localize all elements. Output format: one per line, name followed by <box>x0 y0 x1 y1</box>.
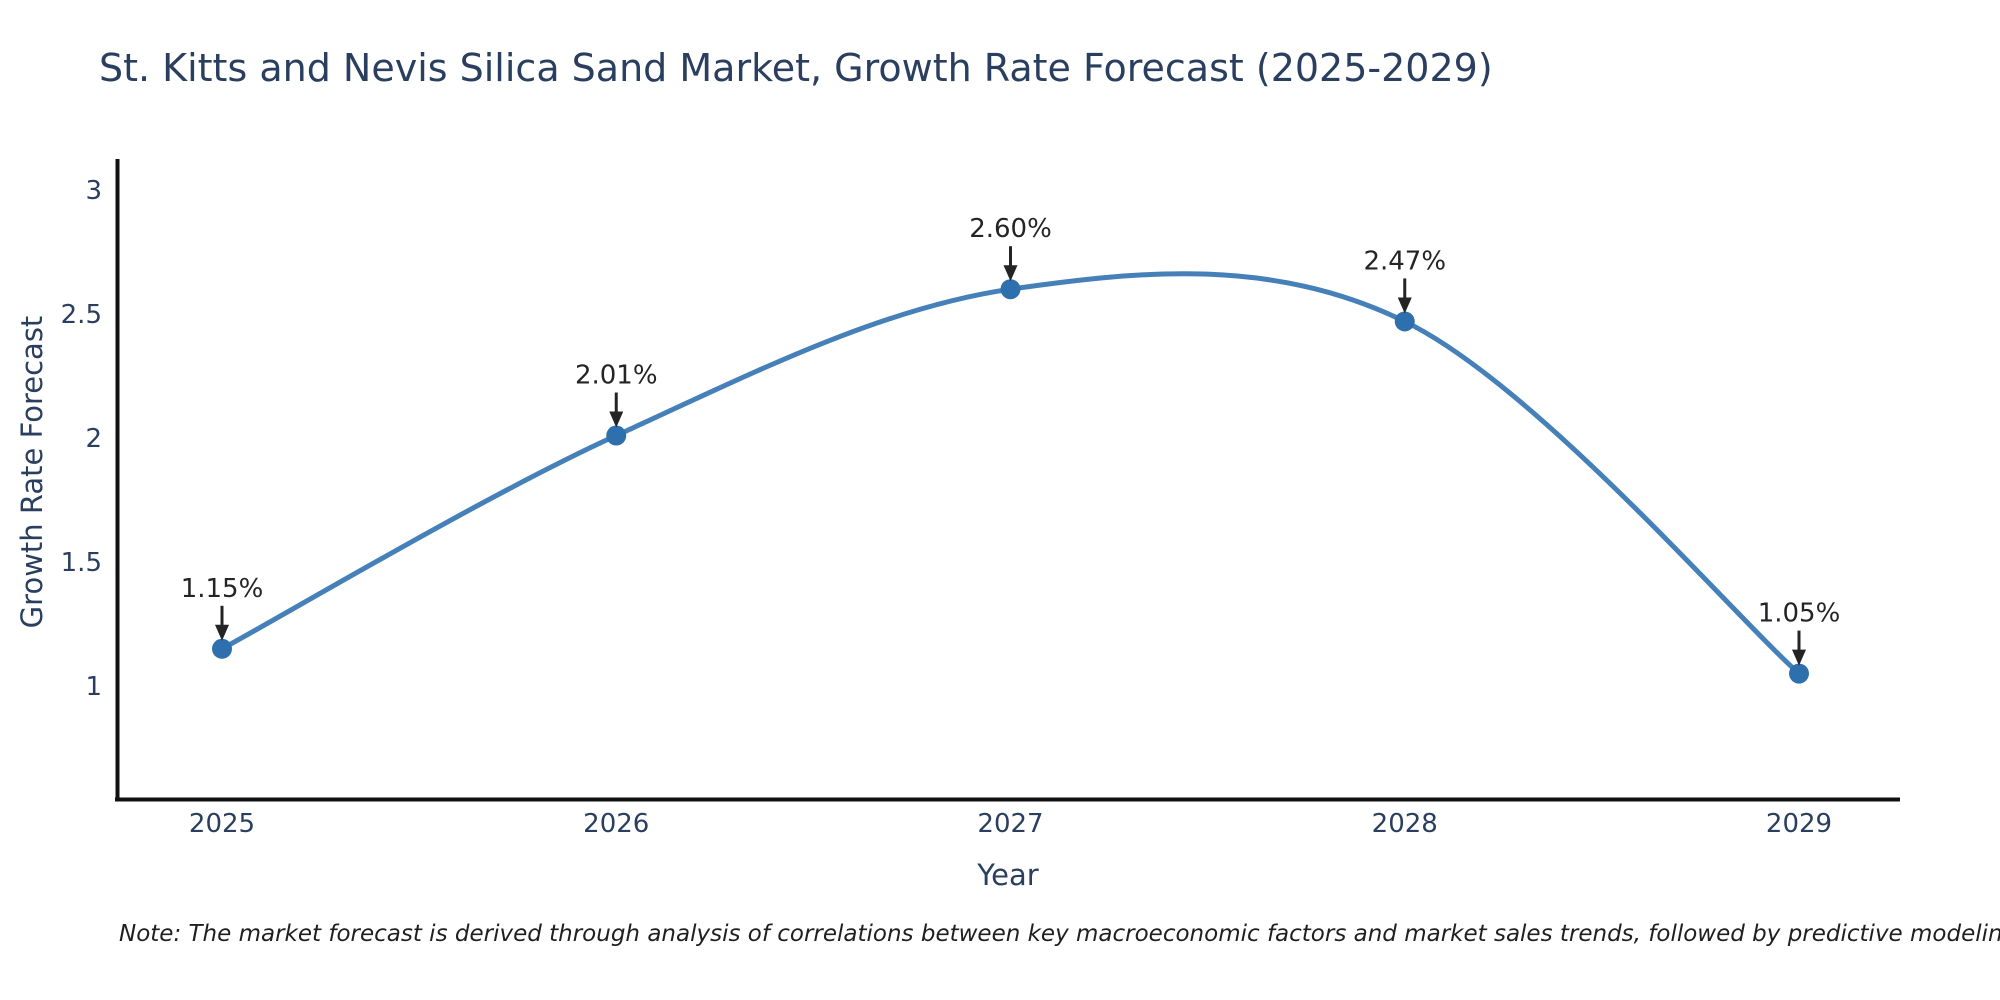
footnote: Note: The market forecast is derived thr… <box>119 921 2000 947</box>
annotation-arrow-head-icon <box>1397 297 1412 314</box>
point-value-label: 1.05% <box>1758 599 1841 629</box>
y-tick-label: 1.5 <box>61 548 102 578</box>
x-tick-label: 2026 <box>583 809 649 839</box>
trend-line <box>219 271 1802 677</box>
y-tick-label: 3 <box>85 176 102 206</box>
annotation-arrow-head-icon <box>215 624 229 641</box>
x-tick-label: 2025 <box>189 809 255 839</box>
annotation-arrow-head-icon <box>1792 649 1806 666</box>
data-point-marker <box>212 638 232 659</box>
y-tick-label: 2 <box>85 424 102 454</box>
point-value-label: 2.60% <box>969 214 1052 244</box>
data-point-marker <box>1394 311 1415 332</box>
x-tick-label: 2028 <box>1372 809 1438 839</box>
annotation-arrow-head-icon <box>1003 265 1018 282</box>
point-value-label: 2.01% <box>575 361 658 391</box>
chart-title: St. Kitts and Nevis Silica Sand Market, … <box>99 46 1493 90</box>
point-value-label: 2.47% <box>1363 246 1446 276</box>
y-tick-label: 2.5 <box>61 300 102 330</box>
x-tick-label: 2029 <box>1766 809 1832 839</box>
data-point-marker <box>1789 663 1809 684</box>
x-axis-title: Year <box>977 858 1039 892</box>
x-tick-label: 2027 <box>977 809 1043 839</box>
y-tick-label: 1 <box>85 672 102 702</box>
data-point-marker <box>1000 279 1021 300</box>
annotation-arrow-head-icon <box>609 411 624 428</box>
point-value-label: 1.15% <box>181 574 264 604</box>
data-point-marker <box>606 425 627 446</box>
